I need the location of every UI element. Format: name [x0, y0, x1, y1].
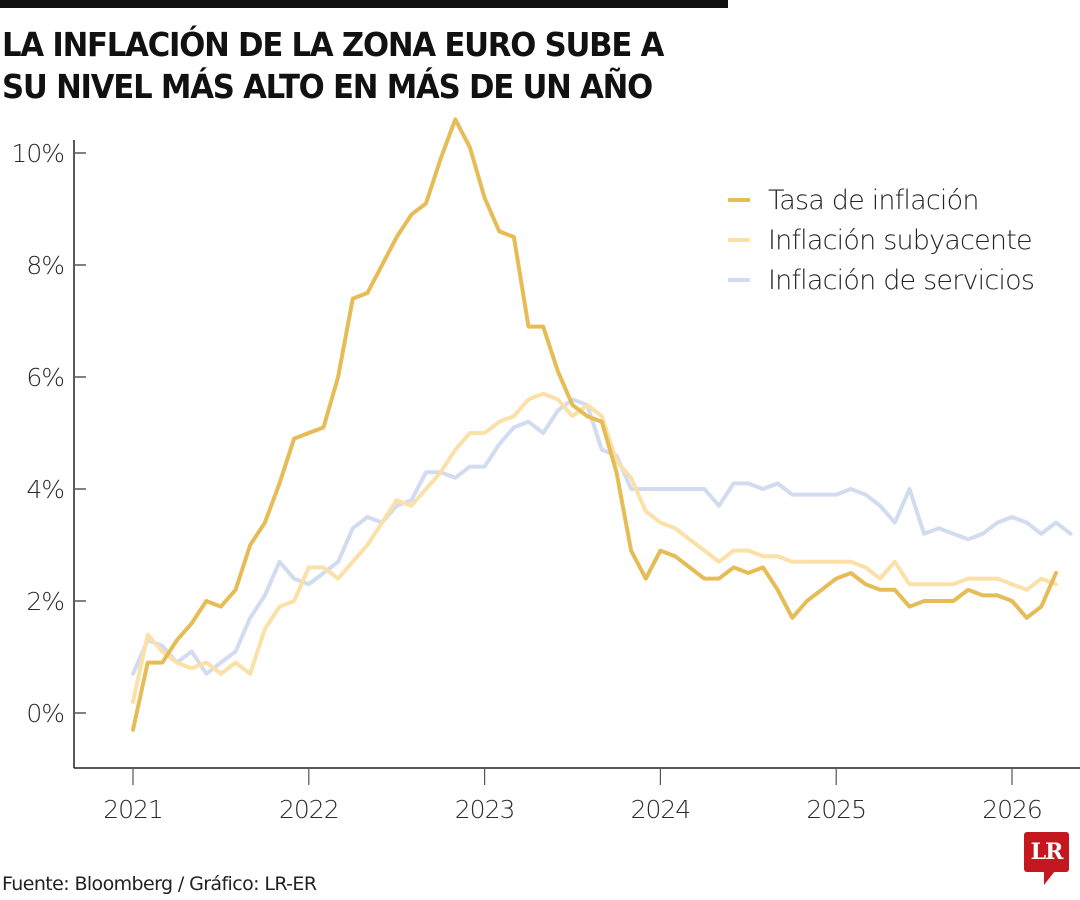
top-bar [0, 0, 728, 8]
series-services-line [131, 397, 1073, 676]
lr-logo-tail [1044, 871, 1055, 885]
legend-swatch-core [728, 238, 750, 242]
series-headline-line [131, 117, 1058, 732]
y-tick-label: 6% [26, 363, 64, 392]
legend-item-headline: Tasa de inflación [728, 180, 1034, 220]
legend-item-core: Inflación subyacente [728, 220, 1034, 260]
legend-item-services: Inflación de servicios [728, 260, 1035, 300]
lr-logo: LR [1024, 832, 1069, 872]
x-tick-label: 2026 [982, 795, 1042, 824]
legend-label-services: Inflación de servicios [768, 264, 1035, 296]
y-tick-label: 10% [11, 139, 64, 168]
legend-label-core: Inflación subyacente [768, 224, 1033, 256]
x-tick-label: 2022 [279, 795, 339, 824]
x-tick-label: 2021 [103, 795, 163, 824]
source-note: Fuente: Bloomberg / Gráfico: LR-ER [2, 873, 317, 895]
y-tick-label: 0% [26, 699, 64, 728]
x-tick-label: 2023 [455, 795, 515, 824]
x-axis: 2021 2022 2023 2024 2025 2026 [74, 767, 1080, 824]
legend: Tasa de inflación Inflación subyacente I… [728, 180, 1035, 300]
x-tick-label: 2025 [806, 795, 866, 824]
series-layer [131, 117, 1073, 732]
y-axis: 0% 2% 4% 6% 8% 10% [11, 139, 86, 768]
x-tick-label: 2024 [631, 795, 691, 824]
chart-title: La inflación de la zona euro sube a su n… [2, 25, 664, 106]
series-core-line [131, 391, 1058, 704]
legend-swatch-services [728, 278, 750, 282]
y-tick-label: 2% [26, 587, 64, 616]
legend-label-headline: Tasa de inflación [768, 184, 979, 216]
legend-swatch-headline [728, 198, 750, 202]
y-tick-label: 4% [26, 475, 64, 504]
y-tick-label: 8% [26, 251, 64, 280]
